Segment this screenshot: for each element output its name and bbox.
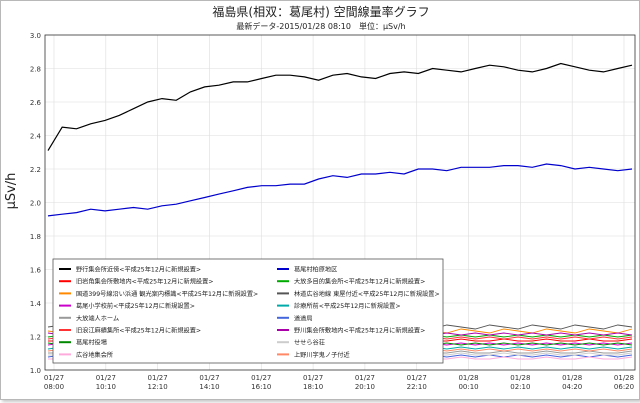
x-tick-date: 01/27 — [96, 374, 116, 382]
y-tick-label: 2.8 — [30, 66, 41, 74]
x-tick-time: 04:20 — [562, 383, 582, 391]
x-tick-time: 14:10 — [199, 383, 219, 391]
x-tick-date: 01/28 — [510, 374, 530, 382]
y-tick-label: 1.8 — [30, 233, 41, 241]
legend-label: 道道局 — [294, 314, 313, 322]
legend-label: 国道399号線沿い浜通 観光案内標識<平成25年12月に新規設置> — [76, 290, 258, 298]
x-tick-date: 01/27 — [44, 374, 64, 382]
legend-box — [52, 258, 444, 364]
y-tick-label: 1.6 — [30, 267, 42, 275]
legend-label: 野川集会所敷地内<平成25年12月に新規設置> — [294, 327, 425, 335]
legend: 野行集会所近傍<平成25年12月に新規設置> 葛尾村柏原地区旧岩角集会所敷地内<平… — [52, 258, 444, 364]
legend-label: 大放端人ホーム — [76, 314, 119, 322]
legend-label: 葛尾村柏原地区 — [294, 266, 337, 274]
x-tick-date: 01/27 — [407, 374, 427, 382]
legend-label: 診療所前<平成25年12月に新規設置> — [294, 302, 401, 310]
chart-title: 福島県(相双：葛尾村) 空間線量率グラフ — [212, 4, 429, 19]
legend-label: 上野川字鬼ノ子付近 — [294, 351, 350, 359]
legend-label: 旧岩角集会所敷地内<平成25年12月に新規設置> — [76, 278, 214, 286]
x-tick-time: 20:10 — [355, 383, 375, 391]
x-tick-time: 18:10 — [303, 383, 323, 391]
y-tick-label: 2.2 — [30, 166, 41, 174]
legend-label: せせら谷荘 — [294, 339, 325, 347]
x-tick-date: 01/27 — [199, 374, 219, 382]
legend-label: 葛尾村役場 — [76, 339, 107, 347]
legend-label: 葛尾小学校前<平成25年12月に新規設置> — [76, 302, 195, 310]
x-tick-time: 02:10 — [510, 383, 530, 391]
legend-label: 旧浪江麻績集所<平成25年12月に新規設置> — [76, 327, 201, 335]
x-tick-time: 10:10 — [96, 383, 116, 391]
x-tick-time: 12:10 — [148, 383, 168, 391]
x-tick-date: 01/27 — [251, 374, 271, 382]
y-tick-label: 3.0 — [30, 32, 41, 40]
series-line-1 — [47, 163, 633, 217]
y-tick-label: 1.0 — [30, 367, 41, 375]
series-line-0 — [47, 62, 633, 151]
plot-area-border — [44, 34, 636, 371]
y-tick-label: 1.4 — [30, 300, 42, 308]
x-tick-date: 01/27 — [303, 374, 323, 382]
x-tick-time: 16:10 — [251, 383, 271, 391]
x-tick-time: 00:10 — [458, 383, 478, 391]
legend-label: 大放多目的集会所<平成25年12月に新規設置> — [294, 278, 425, 286]
x-tick-date: 01/28 — [562, 374, 582, 382]
y-tick-label: 1.2 — [30, 334, 41, 342]
x-tick-date: 01/28 — [614, 374, 634, 382]
legend-label: 林道広谷地線 東屋付近<平成25年12月に新規設置> — [294, 290, 440, 298]
chart-subtitle: 最新データ-2015/01/28 08:10 単位：μSv/h — [236, 21, 405, 31]
x-tick-labels: 01/2708:0001/2710:1001/2712:1001/2714:10… — [44, 374, 634, 391]
y-tick-label: 2.6 — [30, 99, 42, 107]
x-tick-time: 22:10 — [407, 383, 427, 391]
y-axis-label: μSv/h — [4, 173, 19, 210]
legend-label: 野行集会所近傍<平成25年12月に新規設置> — [76, 266, 201, 274]
x-tick-date: 01/27 — [148, 374, 168, 382]
y-tick-label: 2.4 — [30, 133, 42, 141]
x-tick-time: 08:00 — [44, 383, 64, 391]
y-tick-labels: 1.0 1.2 1.4 1.6 1.8 2.0 2.2 2.4 2.6 2.8 3.0 — [30, 32, 42, 375]
legend-label: 広谷地集会所 — [76, 351, 113, 359]
x-tick-date: 01/27 — [355, 374, 375, 382]
x-tick-date: 01/28 — [458, 374, 478, 382]
y-tick-label: 2.0 — [30, 200, 41, 208]
x-tick-time: 06:20 — [614, 383, 634, 391]
